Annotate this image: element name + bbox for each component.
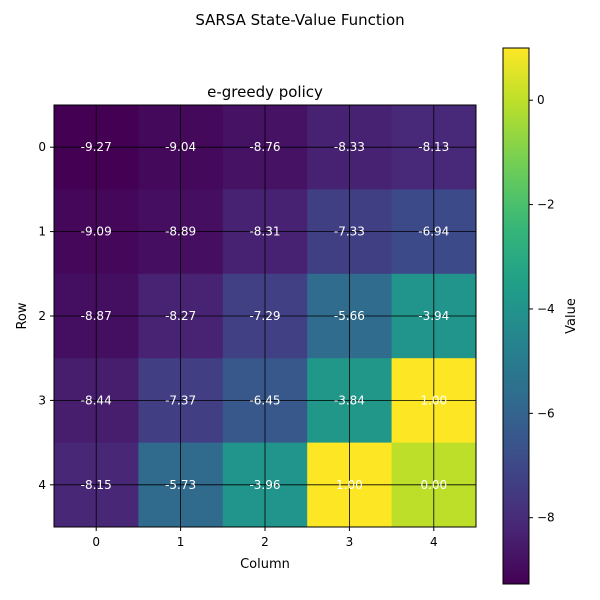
y-tick-label: 4 (38, 478, 46, 492)
cell-value-label: 1.00 (336, 478, 363, 492)
cell-value-label: -8.87 (81, 309, 112, 323)
cell-value-label: -3.94 (418, 309, 449, 323)
cell-value-label: -7.29 (249, 309, 280, 323)
heatmap-grid (54, 105, 476, 527)
cell-value-label: -8.15 (81, 478, 112, 492)
x-tick-label: 3 (346, 535, 354, 549)
cell-value-label: -5.73 (165, 478, 196, 492)
y-tick-label: 0 (38, 140, 46, 154)
colorbar-tick-label: −4 (537, 302, 555, 316)
cell-value-label: -8.27 (165, 309, 196, 323)
cell-value-label: -5.66 (334, 309, 365, 323)
cell-value-label: -8.31 (249, 225, 280, 239)
y-tick-label: 1 (38, 225, 46, 239)
cell-value-label: 0.00 (420, 478, 447, 492)
cell-value-label: -8.89 (165, 225, 196, 239)
cell-value-label: -3.96 (249, 478, 280, 492)
cell-value-label: -8.33 (334, 140, 365, 154)
cell-value-label: -6.45 (249, 393, 280, 407)
colorbar-tick-label: −6 (537, 406, 555, 420)
figure-title: SARSA State-Value Function (195, 11, 404, 29)
cell-value-label: -7.33 (334, 225, 365, 239)
y-axis-ticks: 0 1 2 3 4 (38, 140, 54, 492)
x-tick-label: 4 (430, 535, 438, 549)
y-axis-label: Row (15, 302, 30, 329)
x-tick-label: 1 (177, 535, 185, 549)
plot-title: e-greedy policy (207, 83, 323, 101)
x-tick-label: 2 (261, 535, 269, 549)
cell-value-label: -3.84 (334, 393, 365, 407)
colorbar-tick-label: −8 (537, 511, 555, 525)
x-axis-ticks: 0 1 2 3 4 (92, 527, 438, 549)
colorbar-tick-label: 0 (537, 93, 545, 107)
colorbar-label: Value (564, 298, 579, 334)
cell-value-label: -8.44 (81, 393, 112, 407)
cell-value-label: -8.76 (249, 140, 280, 154)
y-tick-label: 3 (38, 393, 46, 407)
colorbar-ticks: 0 −2 −4 −6 −8 (529, 93, 555, 525)
cell-value-label: -9.09 (81, 225, 112, 239)
cell-value-label: -9.04 (165, 140, 196, 154)
colorbar-tick-label: −2 (537, 198, 555, 212)
x-tick-label: 0 (92, 535, 100, 549)
cell-value-label: -9.27 (81, 140, 112, 154)
cell-value-labels: -9.27 -9.04 -8.76 -8.33 -8.13 -9.09 -8.89 -8.31… (81, 140, 450, 492)
cell-value-label: -7.37 (165, 393, 196, 407)
cell-value-label: -6.94 (418, 225, 449, 239)
cell-value-label: -8.13 (418, 140, 449, 154)
x-axis-label: Column (240, 557, 290, 572)
y-tick-label: 2 (38, 309, 46, 323)
cell-value-label: 1.00 (420, 393, 447, 407)
colorbar (502, 47, 530, 585)
